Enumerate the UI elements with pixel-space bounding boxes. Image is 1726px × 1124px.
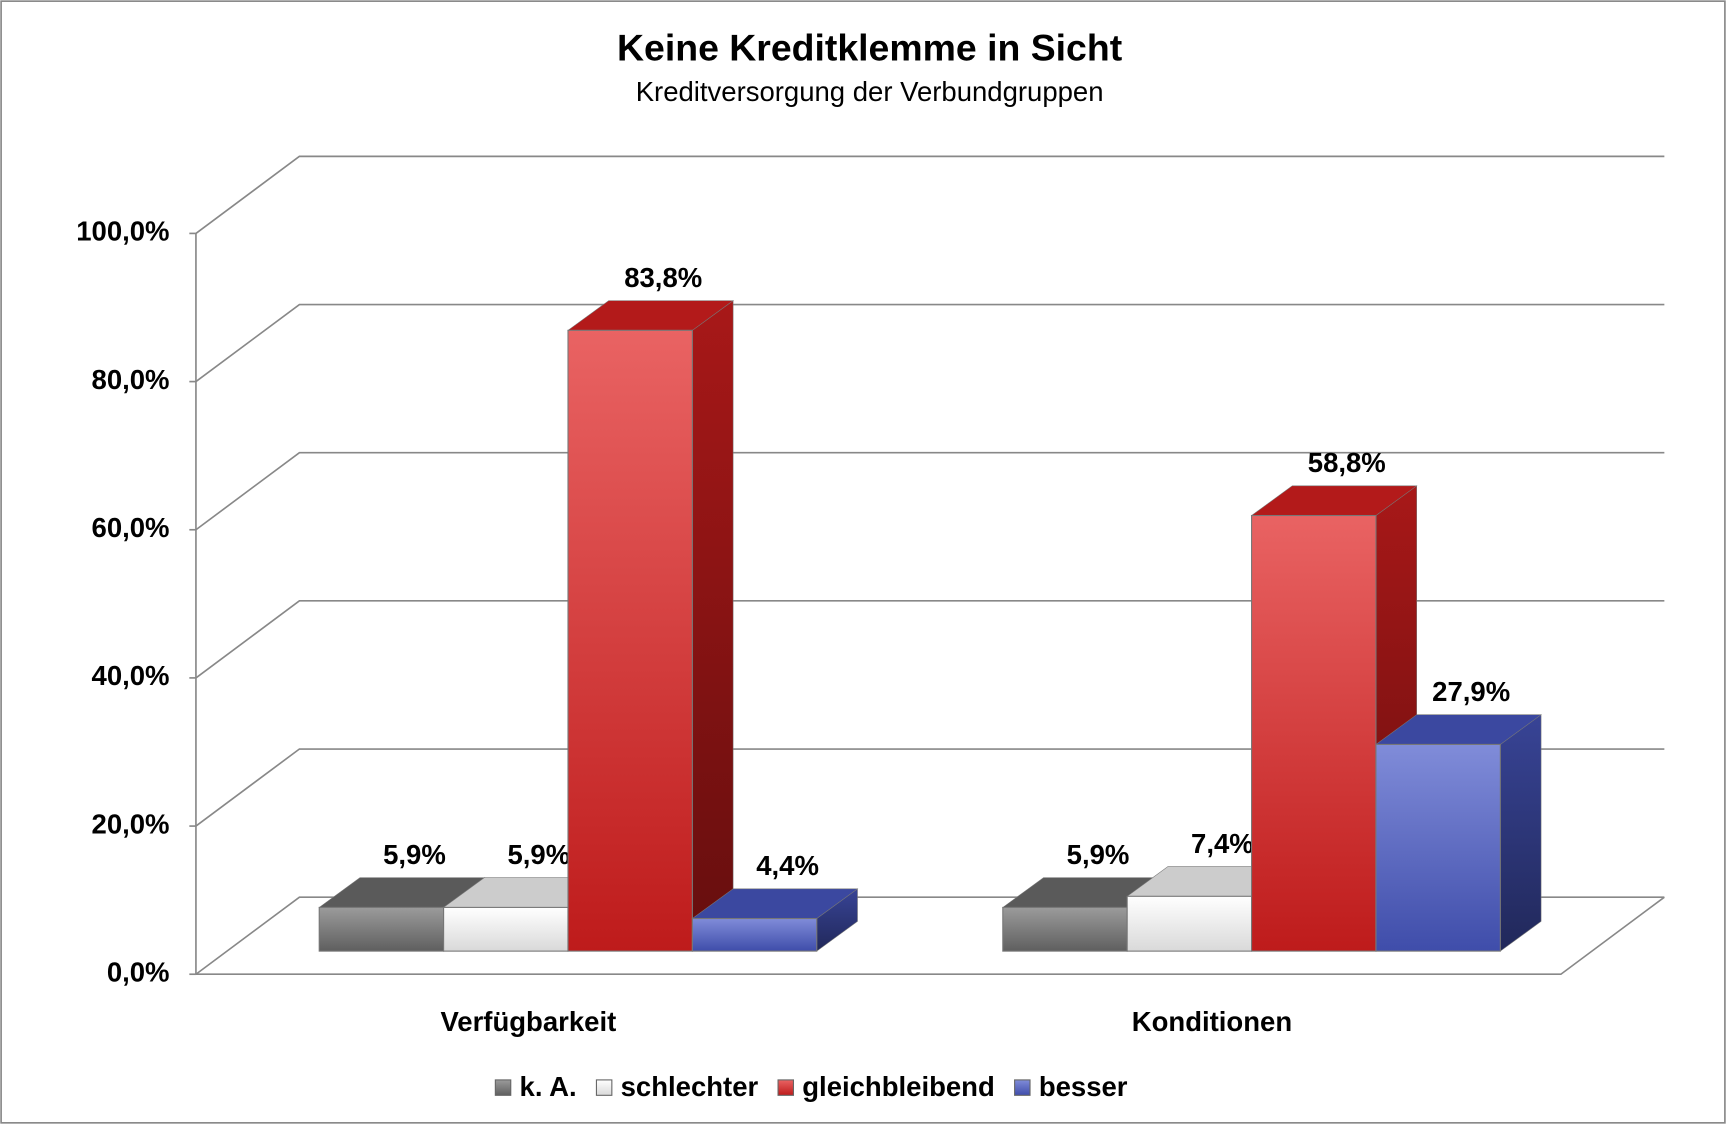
data-label: 58,8% — [1308, 447, 1386, 478]
data-label: 5,9% — [383, 839, 446, 870]
legend-swatch — [777, 1079, 795, 1096]
y-tick-label: 60,0% — [92, 512, 170, 543]
bar-side — [1500, 714, 1542, 952]
bar — [567, 300, 734, 952]
floor — [195, 896, 1665, 976]
data-label: 83,8% — [624, 262, 702, 293]
bar-front — [318, 906, 445, 952]
legend-label: k. A. — [520, 1071, 577, 1102]
data-label: 5,9% — [1067, 839, 1130, 870]
y-tick-label: 40,0% — [92, 660, 170, 691]
bar-front — [1002, 906, 1128, 952]
x-tick-label: Verfügbarkeit — [440, 1006, 616, 1037]
legend-label: besser — [1039, 1071, 1128, 1102]
legend-label: schlechter — [621, 1071, 759, 1102]
bar — [691, 888, 859, 952]
bar-side — [692, 300, 734, 952]
grid-line — [195, 451, 1665, 531]
bar — [1375, 714, 1542, 952]
data-label: 27,9% — [1432, 676, 1510, 707]
data-label: 4,4% — [756, 850, 819, 881]
y-tick-label: 80,0% — [92, 364, 170, 395]
data-label: 7,4% — [1191, 828, 1254, 859]
bar-front — [1251, 514, 1377, 952]
x-tick-label: Konditionen — [1132, 1006, 1292, 1037]
grid-line — [195, 155, 1665, 235]
y-tick-label: 0,0% — [107, 957, 170, 988]
bar-front — [691, 917, 818, 952]
bar-front — [1126, 895, 1253, 952]
chart-title: Keine Kreditklemme in Sicht — [617, 27, 1122, 69]
legend-label: gleichbleibend — [802, 1071, 995, 1102]
legend: k. A. schlechter gleichbleibend besser — [494, 1071, 1128, 1102]
data-label: 5,9% — [507, 839, 570, 870]
bar-front — [1375, 743, 1501, 952]
y-tick-label: 100,0% — [76, 216, 169, 247]
y-tick-label: 20,0% — [92, 808, 170, 839]
grid-line — [195, 748, 1665, 827]
grid-line — [195, 303, 1665, 383]
bar-front — [567, 329, 693, 952]
legend-swatch — [595, 1079, 613, 1096]
bar-front — [443, 906, 569, 952]
grid-line — [195, 600, 1665, 679]
legend-swatch — [494, 1079, 512, 1096]
legend-swatch — [1014, 1079, 1031, 1096]
chart-subtitle: Kreditversorgung der Verbundgruppen — [636, 76, 1104, 107]
